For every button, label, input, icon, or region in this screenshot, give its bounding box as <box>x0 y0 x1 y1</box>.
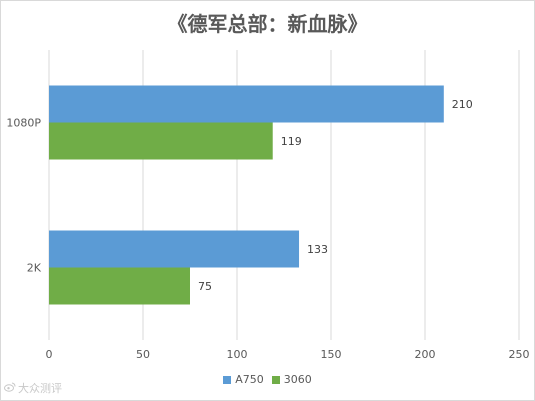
x-tick-label: 250 <box>509 348 530 361</box>
y-tick-label: 2K <box>27 262 42 275</box>
data-label: 119 <box>281 135 302 148</box>
x-tick-label: 150 <box>321 348 342 361</box>
x-tick-label: 0 <box>46 348 53 361</box>
x-tick-label: 100 <box>227 348 248 361</box>
x-tick-label: 50 <box>136 348 150 361</box>
legend-label: A750 <box>235 373 264 386</box>
bar-3060-2K <box>49 267 190 305</box>
bar-A750-1080P <box>49 85 444 123</box>
y-tick-label: 1080P <box>6 117 41 130</box>
weibo-icon <box>4 382 16 395</box>
legend-swatch <box>223 375 232 384</box>
chart-title: 《德军总部：新血脉》 <box>167 12 368 36</box>
legend-item-A750: A750 <box>223 373 264 386</box>
legend: A750 3060 <box>0 373 535 386</box>
data-label: 75 <box>198 280 212 293</box>
x-tick-label: 200 <box>415 348 436 361</box>
bar-A750-2K <box>49 230 300 268</box>
legend-swatch <box>271 375 280 384</box>
data-label: 133 <box>307 243 328 256</box>
legend-item-3060: 3060 <box>271 373 312 386</box>
watermark: 大众测评 <box>4 380 62 396</box>
watermark-text: 大众测评 <box>18 382 62 395</box>
bar-3060-1080P <box>49 122 273 160</box>
data-label: 210 <box>452 98 473 111</box>
legend-label: 3060 <box>283 373 312 386</box>
